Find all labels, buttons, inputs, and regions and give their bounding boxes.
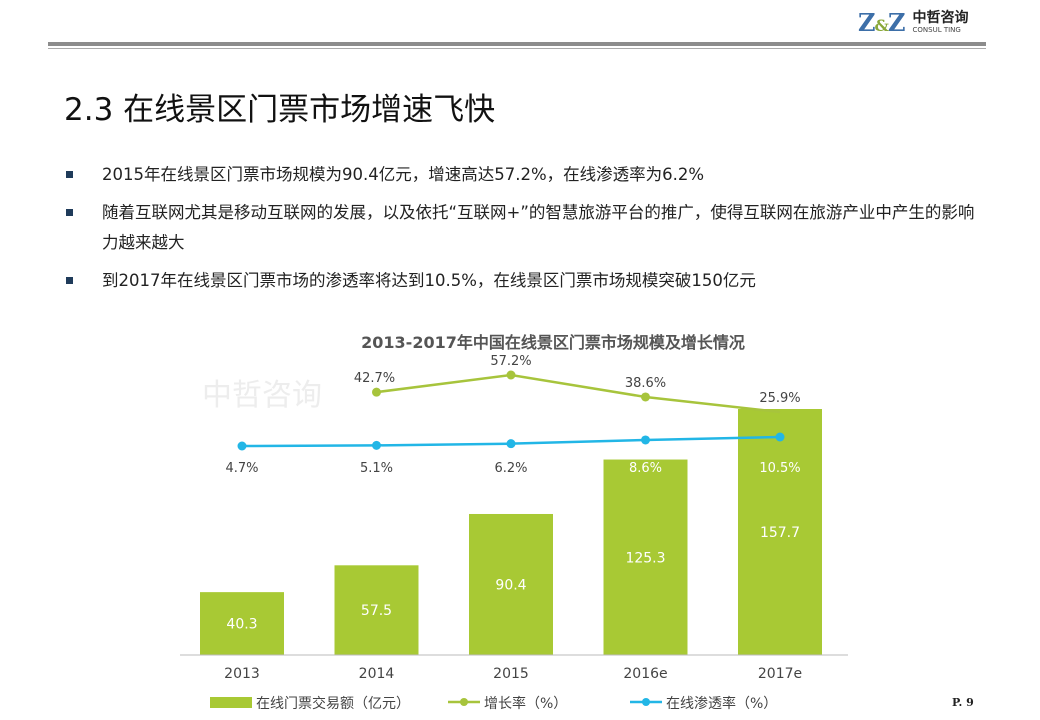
legend: 在线门票交易额（亿元） 增长率（%） 在线渗透率（%） [210,695,777,712]
legend-growth-label: 增长率（%） [484,695,567,712]
legend-penetration-marker [642,698,650,706]
bar [200,592,284,655]
growth-line [376,373,781,414]
growth-value-label: 38.6% [625,376,666,391]
penetration-value-label: 4.7% [225,461,258,476]
penetration-value-label: 5.1% [360,461,393,476]
bar-value-label: 90.4 [495,577,526,593]
header-rule [48,42,986,46]
bar [334,565,419,655]
bullet-item: 2015年在线景区门票市场规模为90.4亿元，增速高达57.2%，在线渗透率为6… [66,160,986,190]
bullet-square-icon [66,171,73,178]
slide-title: 2.3 在线景区门票市场增速飞快 [64,92,496,128]
logo-mark: Z&Z [858,8,906,37]
logo-cn: 中哲咨询 [912,10,969,26]
penetration-marker [237,441,247,451]
penetration-value-label: 6.2% [494,461,527,476]
x-tick-label: 2016e [623,666,667,682]
growth-value-label: 25.9% [759,391,800,406]
watermark: 中哲咨询 [202,378,322,413]
legend-bar-label: 在线门票交易额（亿元） [256,695,410,712]
bar-value-label: 157.7 [760,525,800,541]
logo-en: CONSUL TING [912,26,961,34]
legend-bar-swatch [210,697,252,708]
bar [469,513,553,655]
bar-value-label: 125.3 [625,550,665,566]
penetration-value-label: 10.5% [759,461,800,476]
growth-marker [506,370,516,380]
bullet-item: 到2017年在线景区门票市场的渗透率将达到10.5%，在线景区门票市场规模突破1… [66,266,986,296]
penetration-value-label: 8.6% [629,461,662,476]
page-number: P. 9 [952,696,974,709]
bullet-text: 2015年在线景区门票市场规模为90.4亿元，增速高达57.2%，在线渗透率为6… [102,165,705,184]
bar [603,459,688,655]
penetration-marker [641,435,650,445]
bar [738,409,822,655]
x-tick-label: 2017e [758,666,802,682]
growth-value-label: 57.2% [490,354,531,369]
x-tick-label: 2014 [359,666,395,682]
x-tick-label: 2015 [493,666,529,682]
header-rule-thin [48,48,986,49]
bullet-list: 2015年在线景区门票市场规模为90.4亿元，增速高达57.2%，在线渗透率为6… [66,160,986,304]
bullet-item: 随着互联网尤其是移动互联网的发展，以及依托“互联网+”的智慧旅游平台的推广，使得… [66,198,986,258]
legend-penetration-label: 在线渗透率（%） [666,695,777,712]
bar-value-label: 40.3 [226,617,257,633]
growth-value-label: 42.7% [354,371,395,386]
growth-marker [372,387,381,397]
logo: Z&Z 中哲咨询 CONSUL TING [858,8,969,37]
bullet-text: 到2017年在线景区门票市场的渗透率将达到10.5%，在线景区门票市场规模突破1… [102,271,756,290]
penetration-marker [506,439,516,449]
bullet-square-icon [66,209,73,216]
x-tick-label: 2013 [224,666,260,682]
bullet-text: 随着互联网尤其是移动互联网的发展，以及依托“互联网+”的智慧旅游平台的推广，使得… [102,203,975,252]
bar-value-label: 57.5 [361,603,392,619]
chart-title: 2013-2017年中国在线景区门票市场规模及增长情况 [361,333,745,352]
penetration-marker [775,432,785,442]
bullet-square-icon [66,277,73,284]
growth-marker [641,392,650,402]
legend-growth-marker [460,698,468,706]
penetration-marker [372,440,381,450]
